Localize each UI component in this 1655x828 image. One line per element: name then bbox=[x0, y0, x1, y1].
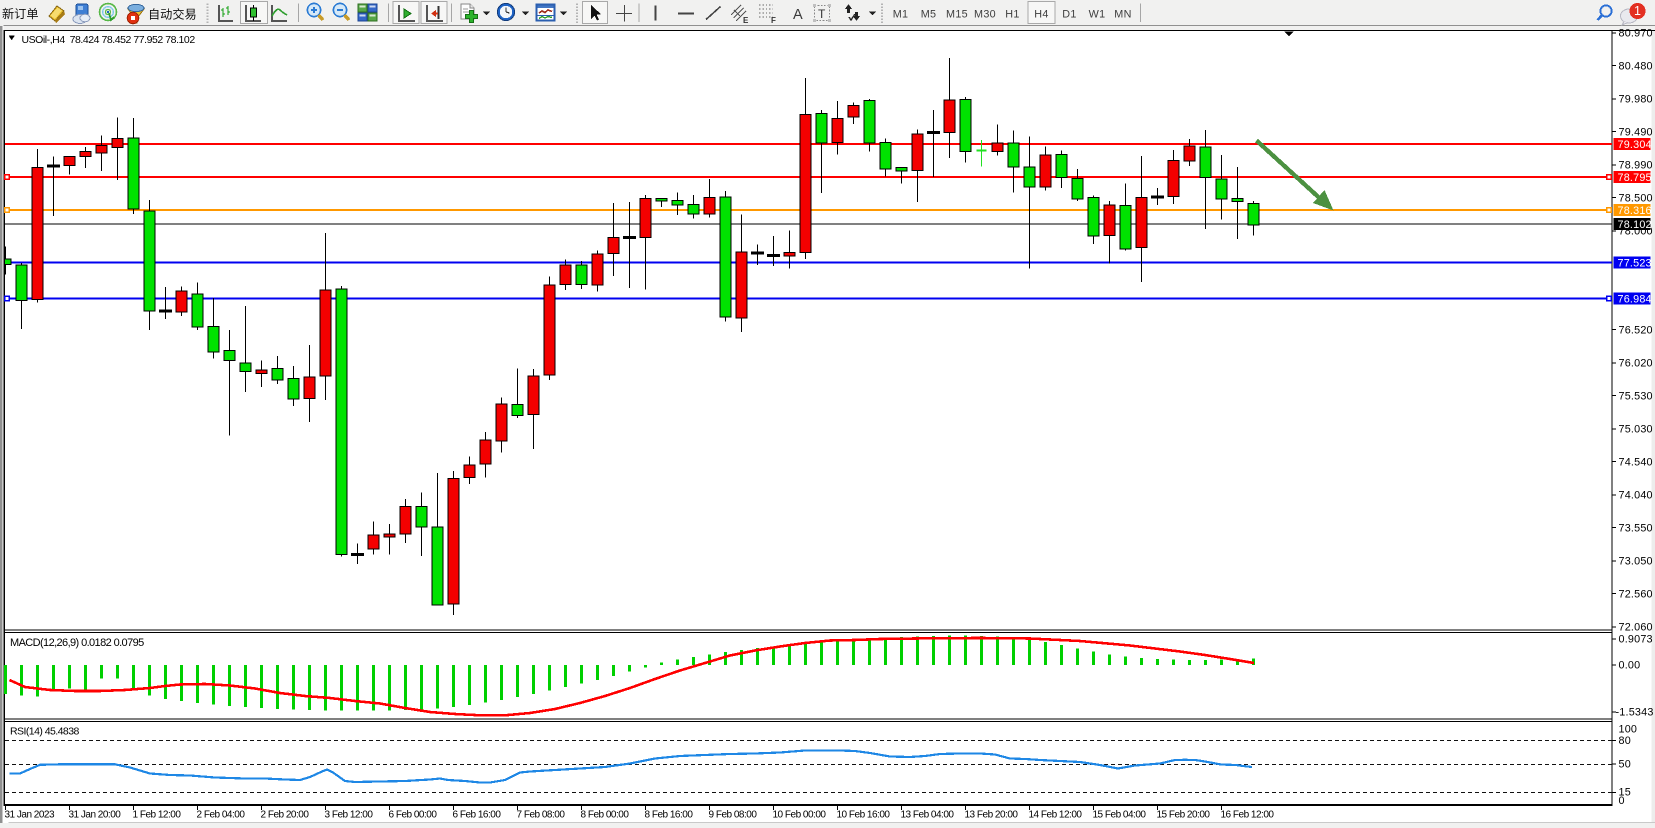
svg-text:H1: H1 bbox=[1005, 9, 1019, 21]
svg-text:MN: MN bbox=[1114, 9, 1131, 21]
svg-text:13 Feb 04:00: 13 Feb 04:00 bbox=[901, 810, 955, 821]
svg-text:10 Feb 00:00: 10 Feb 00:00 bbox=[773, 810, 827, 821]
svg-text:M30: M30 bbox=[974, 9, 996, 21]
svg-text:13 Feb 20:00: 13 Feb 20:00 bbox=[965, 810, 1019, 821]
svg-text:M15: M15 bbox=[946, 9, 968, 21]
svg-text:31 Jan 20:00: 31 Jan 20:00 bbox=[69, 810, 122, 821]
svg-text:1 Feb 12:00: 1 Feb 12:00 bbox=[133, 810, 182, 821]
svg-text:2 Feb 20:00: 2 Feb 20:00 bbox=[261, 810, 310, 821]
svg-text:15 Feb 04:00: 15 Feb 04:00 bbox=[1093, 810, 1147, 821]
svg-text:8 Feb 00:00: 8 Feb 00:00 bbox=[581, 810, 630, 821]
svg-text:3 Feb 12:00: 3 Feb 12:00 bbox=[325, 810, 374, 821]
svg-text:15 Feb 20:00: 15 Feb 20:00 bbox=[1157, 810, 1211, 821]
svg-text:73.550: 73.550 bbox=[1619, 522, 1653, 534]
svg-text:A: A bbox=[793, 7, 803, 23]
svg-text:76.020: 76.020 bbox=[1619, 358, 1653, 370]
svg-text:0: 0 bbox=[1619, 795, 1625, 807]
svg-text:74.540: 74.540 bbox=[1619, 456, 1653, 468]
svg-text:W1: W1 bbox=[1089, 9, 1106, 21]
svg-text:73.050: 73.050 bbox=[1619, 556, 1653, 568]
svg-text:8 Feb 16:00: 8 Feb 16:00 bbox=[645, 810, 694, 821]
svg-text:-1.5343: -1.5343 bbox=[1616, 707, 1654, 719]
svg-text:F: F bbox=[771, 16, 776, 25]
svg-text:T: T bbox=[818, 7, 826, 21]
svg-text:76.520: 76.520 bbox=[1619, 324, 1653, 336]
svg-text:E: E bbox=[743, 16, 749, 25]
svg-text:0.00: 0.00 bbox=[1619, 660, 1641, 672]
svg-text:100: 100 bbox=[1619, 724, 1638, 736]
svg-text:78.795: 78.795 bbox=[1618, 172, 1652, 184]
svg-text:79.490: 79.490 bbox=[1619, 126, 1653, 138]
svg-text:9 Feb 08:00: 9 Feb 08:00 bbox=[709, 810, 758, 821]
svg-text:78.990: 78.990 bbox=[1619, 160, 1653, 172]
svg-text:USOil-,H4 78.424 78.452 77.95: USOil-,H4 78.424 78.452 77.952 78.102 bbox=[22, 34, 196, 46]
svg-text:M5: M5 bbox=[921, 9, 937, 21]
svg-text:72.060: 72.060 bbox=[1619, 622, 1653, 634]
svg-text:1: 1 bbox=[1634, 4, 1641, 18]
svg-text:78.500: 78.500 bbox=[1619, 192, 1653, 204]
svg-text:74.040: 74.040 bbox=[1619, 490, 1653, 502]
svg-text:75.530: 75.530 bbox=[1619, 390, 1653, 402]
svg-text:79.304: 79.304 bbox=[1618, 139, 1652, 151]
svg-text:72.560: 72.560 bbox=[1619, 588, 1653, 600]
svg-text:6 Feb 16:00: 6 Feb 16:00 bbox=[453, 810, 502, 821]
svg-text:80.970: 80.970 bbox=[1619, 28, 1653, 40]
svg-text:D1: D1 bbox=[1062, 9, 1076, 21]
svg-text:31 Jan 2023: 31 Jan 2023 bbox=[5, 810, 55, 821]
svg-text:77.523: 77.523 bbox=[1618, 257, 1652, 269]
svg-text:新订单: 新订单 bbox=[2, 6, 39, 21]
svg-text:2 Feb 04:00: 2 Feb 04:00 bbox=[197, 810, 246, 821]
svg-text:15: 15 bbox=[1619, 786, 1631, 798]
svg-text:76.984: 76.984 bbox=[1618, 293, 1652, 305]
svg-text:75.030: 75.030 bbox=[1619, 424, 1653, 436]
svg-text:M1: M1 bbox=[893, 9, 909, 21]
svg-text:10 Feb 16:00: 10 Feb 16:00 bbox=[837, 810, 891, 821]
svg-text:78.316: 78.316 bbox=[1618, 205, 1652, 217]
svg-text:14 Feb 12:00: 14 Feb 12:00 bbox=[1029, 810, 1083, 821]
svg-text:6 Feb 00:00: 6 Feb 00:00 bbox=[389, 810, 438, 821]
svg-text:78.102: 78.102 bbox=[1618, 219, 1652, 231]
svg-text:80.480: 80.480 bbox=[1619, 60, 1653, 72]
svg-text:0.9073: 0.9073 bbox=[1619, 634, 1653, 646]
svg-text:H4: H4 bbox=[1034, 9, 1048, 21]
svg-text:50: 50 bbox=[1619, 759, 1631, 771]
svg-text:79.980: 79.980 bbox=[1619, 94, 1653, 106]
svg-text:7 Feb 08:00: 7 Feb 08:00 bbox=[517, 810, 566, 821]
svg-text:RSI(14) 45.4838: RSI(14) 45.4838 bbox=[10, 726, 80, 738]
svg-text:80: 80 bbox=[1619, 735, 1631, 747]
svg-text:16 Feb 12:00: 16 Feb 12:00 bbox=[1221, 810, 1275, 821]
svg-text:MACD(12,26,9) 0.0182 0.0795: MACD(12,26,9) 0.0182 0.0795 bbox=[10, 637, 144, 649]
svg-text:自动交易: 自动交易 bbox=[148, 7, 197, 22]
